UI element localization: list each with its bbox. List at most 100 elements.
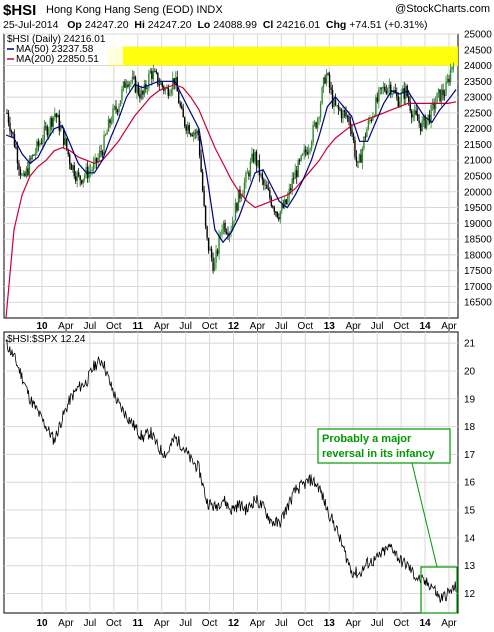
up-candle-body [42,140,44,144]
up-candle-body [49,118,52,130]
low-label: Lo [197,19,211,31]
ratio-x-tick-label: Jul [371,618,384,629]
down-candle-body [381,87,383,89]
up-candle-body [279,211,281,220]
ratio-y-tick-label: 18 [464,422,476,433]
up-candle-body [291,178,293,191]
price-x-tick-label: Jul [179,321,192,332]
ratio-y-tick-label: 14 [464,533,476,544]
down-candle-body [397,96,399,108]
up-candle-body [98,150,101,158]
change-value: +74.51 (+0.31%) [349,19,428,31]
down-candle-body [51,118,53,127]
ma200-line [5,83,457,319]
price-x-tick-label: 13 [324,321,336,332]
down-candle-body [179,103,181,106]
legend-label: MA(200) 22850.51 [16,54,99,65]
up-candle-body [427,114,429,120]
down-candle-body [360,154,362,163]
down-candle-body [352,134,355,141]
high-value: 24247.20 [147,19,192,31]
up-candle-body [375,97,377,116]
down-candle-body [40,143,43,145]
up-candle-body [218,234,220,254]
up-candle-body [399,101,401,108]
down-candle-body [15,146,17,149]
ratio-y-tick-label: 17 [464,450,476,461]
ratio-x-tick-label: Apr [345,618,361,629]
up-candle-body [242,193,244,197]
price-y-tick-label: 19000 [464,219,492,230]
up-candle-body [310,142,313,149]
down-candle-body [181,105,183,109]
down-candle-body [116,109,119,113]
down-candle-body [127,84,129,87]
down-candle-body [269,190,271,198]
price-y-tick-label: 25000 [464,30,492,41]
up-candle-body [48,129,50,136]
up-candle-body [400,92,402,102]
down-candle-body [124,81,126,88]
change-label: Chg [325,19,347,31]
up-candle-body [430,104,432,124]
up-candle-body [436,92,438,103]
up-candle-body [412,114,414,118]
up-candle-body [25,168,28,177]
down-candle-body [70,163,72,170]
price-y-tick-label: 20500 [464,172,492,183]
up-candle-body [363,136,365,149]
price-y-tick-label: 24500 [464,45,492,56]
down-candle-body [439,89,441,102]
up-candle-body [106,131,108,135]
price-y-tick-label: 22000 [464,124,492,135]
ratio-x-tick-label: Apr [154,618,170,629]
price-y-tick-label: 17500 [464,266,492,277]
up-candle-body [22,173,25,175]
down-candle-body [198,135,201,156]
down-candle-body [158,84,161,86]
down-candle-body [385,90,388,94]
down-candle-body [298,160,301,162]
ratio-y-tick-label: 13 [464,561,476,572]
up-candle-body [254,151,256,162]
down-candle-body [185,125,187,131]
low-value: 24088.99 [213,19,257,31]
down-candle-body [30,158,32,160]
up-candle-body [251,153,253,162]
down-candle-body [77,172,80,176]
up-candle-body [318,117,320,119]
up-candle-body [221,229,223,235]
down-candle-body [142,90,144,95]
annotation-box [317,428,451,464]
up-candle-body [103,134,105,155]
down-candle-body [7,113,10,123]
up-candle-body [342,110,344,119]
down-candle-body [18,163,20,170]
down-candle-body [67,149,69,155]
price-x-tick-label: Oct [202,321,218,332]
ratio-x-tick-label: 14 [419,618,431,629]
up-candle-body [284,199,286,208]
down-candle-body [324,77,326,84]
down-candle-body [137,84,140,95]
down-candle-body [293,178,295,180]
up-candle-body [413,110,416,115]
up-candle-body [170,89,172,94]
up-candle-body [309,148,311,151]
down-candle-body [285,199,287,205]
price-y-tick-label: 18500 [464,235,492,246]
down-candle-body [306,151,308,155]
ohlc-line: 25-Jul-2014 Op 24247.20 Hi 24247.20 Lo 2… [3,19,427,31]
up-candle-body [60,126,62,131]
price-x-tick-label: 11 [132,321,143,332]
up-candle-body [378,89,380,102]
down-candle-body [61,126,63,129]
up-candle-body [88,170,90,179]
down-candle-body [390,84,392,95]
down-candle-body [9,122,11,132]
up-candle-body [245,172,247,183]
up-candle-body [119,100,122,107]
up-candle-body [445,82,447,96]
up-candle-body [125,84,128,88]
down-candle-body [210,248,213,258]
